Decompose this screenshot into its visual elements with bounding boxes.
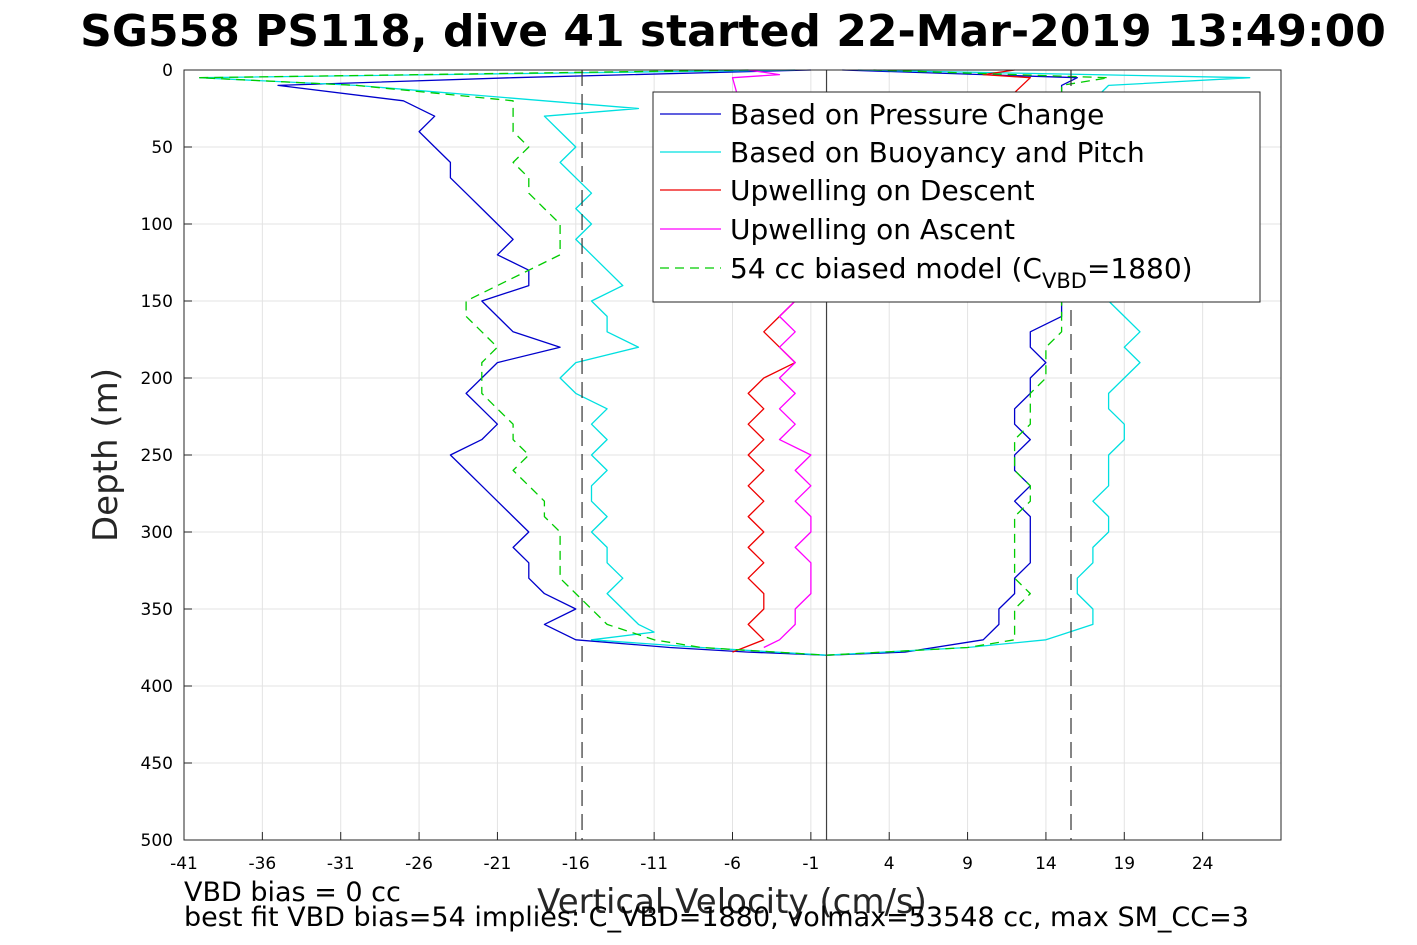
y-tick-label: 0 <box>162 61 173 81</box>
y-tick-label: 400 <box>141 677 173 697</box>
x-tick-label: 4 <box>884 854 895 874</box>
legend-label: Based on Buoyancy and Pitch <box>730 136 1145 169</box>
y-tick-label: 350 <box>141 600 173 620</box>
x-tick-label: -26 <box>405 854 433 874</box>
x-tick-label: -6 <box>724 854 741 874</box>
x-axis-label: Vertical Velocity (cm/s) <box>537 882 927 922</box>
y-tick-label: 200 <box>141 369 173 389</box>
y-tick-label: 300 <box>141 523 173 543</box>
y-tick-label: 450 <box>141 754 173 774</box>
legend-label: Upwelling on Ascent <box>730 213 1015 246</box>
x-tick-label: 24 <box>1192 854 1214 874</box>
legend-label: Upwelling on Descent <box>730 174 1035 207</box>
series-line-4 <box>731 69 812 649</box>
y-tick-label: 150 <box>141 292 173 312</box>
footer-best-fit: best fit VBD bias=54 implies: C_VBD=1880… <box>184 902 1249 933</box>
x-tick-label: 14 <box>1035 854 1057 874</box>
y-axis-label: Depth (m) <box>86 368 126 542</box>
y-axis-ticks: 0 50 100 150 200 250 300 350 400 450 500 <box>141 61 192 851</box>
x-tick-label: -16 <box>562 854 590 874</box>
x-tick-label: -31 <box>327 854 355 874</box>
legend-label: 54 cc biased model (CVBD=1880) <box>730 252 1193 293</box>
footer-vbd-bias: VBD bias = 0 cc <box>184 877 401 908</box>
chart-title: SG558 PS118, dive 41 started 22-Mar-2019… <box>80 6 1386 57</box>
x-tick-label: -41 <box>170 854 198 874</box>
x-tick-label: 9 <box>962 854 973 874</box>
legend-label: Based on Pressure Change <box>730 98 1104 131</box>
y-tick-label: 250 <box>141 446 173 466</box>
y-tick-label: 500 <box>141 831 173 851</box>
x-tick-label: -1 <box>802 854 819 874</box>
y-tick-label: 100 <box>141 215 173 235</box>
x-tick-label: -36 <box>248 854 276 874</box>
legend-box <box>652 91 1261 303</box>
x-axis-ticks: -41 -36 -31 -26 -21 -16 -11 -6 -1 4 9 14 19 24 <box>170 832 1213 874</box>
y-tick-label: 50 <box>151 138 173 158</box>
x-tick-label: -11 <box>640 854 668 874</box>
x-tick-label: 19 <box>1113 854 1135 874</box>
legend: Based on Pressure Change Based on Buoyanc… <box>652 91 1261 303</box>
x-tick-label: -21 <box>484 854 512 874</box>
series-line-3 <box>732 69 1031 653</box>
